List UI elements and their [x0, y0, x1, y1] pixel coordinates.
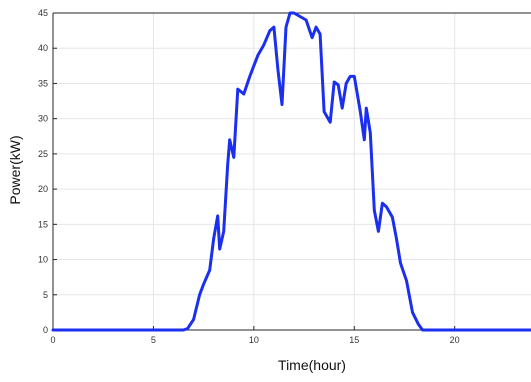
- y-tick-label: 45: [38, 8, 48, 18]
- x-tick-label: 15: [349, 335, 359, 345]
- series-layer: [51, 11, 531, 332]
- x-tick-label: 10: [249, 335, 259, 345]
- y-tick-label: 0: [43, 325, 48, 335]
- y-tick-label: 10: [38, 255, 48, 265]
- x-tick-label: 0: [50, 335, 55, 345]
- y-tick-label: 35: [38, 78, 48, 88]
- y-tick-label: 15: [38, 219, 48, 229]
- y-tick-label: 30: [38, 114, 48, 124]
- axes: [52, 12, 531, 331]
- x-axis-label: Time(hour): [278, 357, 346, 373]
- tick-labels: 0 5 10 15 20 0 5 10 15 20 25 30 35 40 45: [38, 8, 460, 345]
- y-tick-label: 20: [38, 184, 48, 194]
- y-axis-label: Power(kW): [7, 135, 23, 204]
- y-tick-label: 5: [43, 290, 48, 300]
- x-tick-label: 20: [450, 335, 460, 345]
- y-tick-label: 40: [38, 43, 48, 53]
- grid: [53, 12, 531, 330]
- power-series-line: [51, 11, 531, 332]
- y-tick-label: 25: [38, 149, 48, 159]
- x-tick-label: 5: [151, 335, 156, 345]
